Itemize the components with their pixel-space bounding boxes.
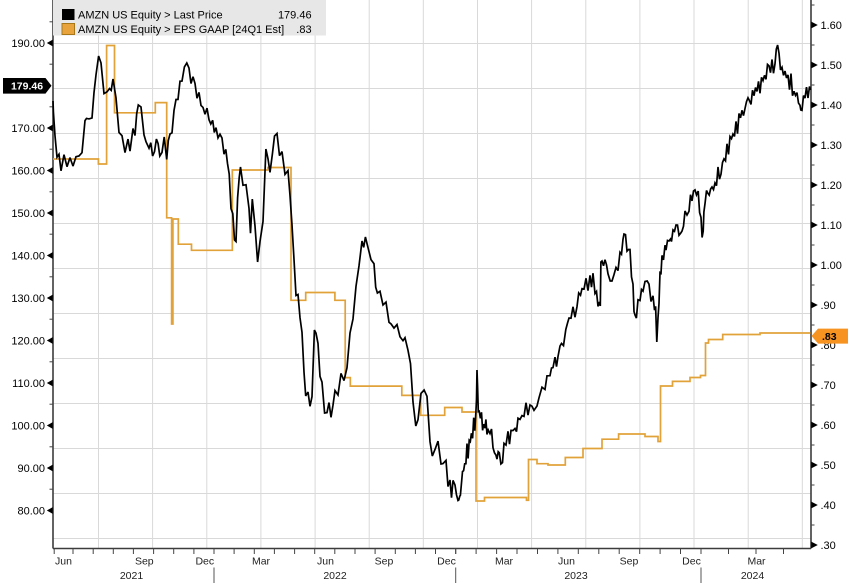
- svg-text:1.30: 1.30: [821, 140, 842, 152]
- svg-text:2023: 2023: [564, 570, 588, 582]
- svg-text:.30: .30: [821, 540, 836, 552]
- svg-text:80.00: 80.00: [17, 505, 45, 517]
- svg-text:1.60: 1.60: [821, 20, 842, 32]
- svg-text:190.00: 190.00: [11, 38, 45, 50]
- svg-text:.83: .83: [296, 24, 311, 36]
- svg-text:Jun: Jun: [55, 556, 72, 568]
- svg-text:Jun: Jun: [317, 556, 334, 568]
- svg-text:120.00: 120.00: [11, 335, 45, 347]
- svg-text:170.00: 170.00: [11, 123, 45, 135]
- svg-text:.83: .83: [822, 331, 837, 343]
- svg-text:110.00: 110.00: [12, 378, 45, 390]
- svg-text:179.46: 179.46: [11, 81, 43, 93]
- svg-text:2024: 2024: [741, 570, 765, 582]
- svg-text:1.40: 1.40: [821, 100, 842, 112]
- svg-text:130.00: 130.00: [11, 293, 45, 305]
- svg-text:AMZN US Equity > Last Price: AMZN US Equity > Last Price: [78, 10, 223, 22]
- svg-text:Mar: Mar: [252, 556, 271, 568]
- svg-text:Dec: Dec: [437, 556, 456, 568]
- svg-text:.60: .60: [821, 420, 836, 432]
- svg-text:140.00: 140.00: [11, 250, 45, 262]
- svg-text:179.46: 179.46: [278, 10, 312, 22]
- svg-text:1.50: 1.50: [821, 60, 842, 72]
- svg-text:Sep: Sep: [135, 556, 154, 568]
- svg-text:.70: .70: [821, 380, 836, 392]
- svg-text:2022: 2022: [323, 570, 347, 582]
- svg-text:160.00: 160.00: [11, 165, 45, 177]
- svg-text:.40: .40: [821, 500, 836, 512]
- svg-text:Sep: Sep: [375, 556, 394, 568]
- svg-text:150.00: 150.00: [11, 208, 45, 220]
- svg-text:1.20: 1.20: [821, 180, 842, 192]
- svg-text:.90: .90: [821, 300, 836, 312]
- svg-text:Sep: Sep: [620, 556, 639, 568]
- svg-text:2021: 2021: [120, 570, 144, 582]
- svg-text:100.00: 100.00: [11, 420, 45, 432]
- svg-text:Dec: Dec: [682, 556, 701, 568]
- svg-text:Jun: Jun: [558, 556, 575, 568]
- svg-text:90.00: 90.00: [17, 463, 45, 475]
- svg-text:Mar: Mar: [747, 556, 766, 568]
- svg-text:.50: .50: [821, 460, 836, 472]
- svg-text:1.10: 1.10: [821, 220, 842, 232]
- svg-text:AMZN US Equity > EPS GAAP [24Q: AMZN US Equity > EPS GAAP [24Q1 Est]: [78, 24, 284, 36]
- svg-text:1.00: 1.00: [821, 260, 842, 272]
- svg-text:Mar: Mar: [495, 556, 514, 568]
- svg-text:Dec: Dec: [195, 556, 214, 568]
